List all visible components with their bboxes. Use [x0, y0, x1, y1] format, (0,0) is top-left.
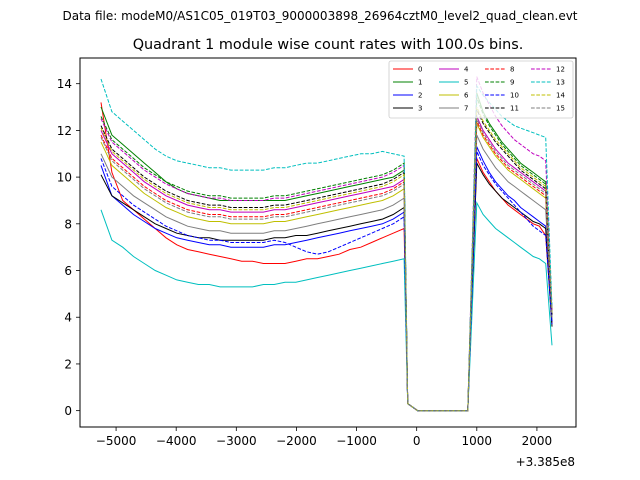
legend-label-2: 2 — [418, 92, 422, 100]
series-line-8 — [100, 120, 553, 412]
y-tick-label: 14 — [57, 77, 72, 91]
series-line-5 — [100, 200, 553, 412]
legend-label-15: 15 — [556, 105, 565, 113]
plot-lines — [100, 76, 553, 412]
series-line-6 — [100, 123, 553, 412]
legend-label-1: 1 — [418, 79, 422, 87]
legend-label-0: 0 — [418, 66, 422, 74]
series-line-13 — [100, 78, 553, 412]
legend-label-7: 7 — [464, 105, 468, 113]
x-tick-label: −3000 — [216, 434, 257, 448]
legend-label-12: 12 — [556, 66, 565, 74]
series-line-12 — [100, 76, 553, 412]
x-tick-label: −1000 — [336, 434, 377, 448]
x-axis: −5000 −4000 −3000 −2000 −1000 0 1000 2000 — [96, 427, 552, 448]
legend-frame — [388, 60, 574, 119]
y-tick-label: 0 — [64, 404, 72, 418]
x-tick-label: −5000 — [96, 434, 137, 448]
y-tick-label: 12 — [57, 124, 72, 138]
y-tick-label: 4 — [64, 311, 72, 325]
legend-label-5: 5 — [464, 79, 468, 87]
legend-label-3: 3 — [418, 105, 422, 113]
chart-title: Quadrant 1 module wise count rates with … — [133, 37, 524, 53]
series-line-9 — [100, 97, 553, 412]
legend-label-13: 13 — [556, 79, 565, 87]
y-tick-label: 6 — [64, 264, 72, 278]
y-tick-label: 8 — [64, 217, 72, 231]
x-tick-label: −4000 — [156, 434, 197, 448]
legend-label-4: 4 — [464, 66, 469, 74]
legend-label-8: 8 — [510, 66, 514, 74]
axes-frame — [79, 57, 577, 428]
series-line-15 — [100, 118, 553, 412]
series-line-7 — [100, 134, 553, 412]
x-tick-label: −2000 — [276, 434, 317, 448]
y-tick-label: 2 — [64, 357, 72, 371]
y-axis: 0 2 4 6 8 10 12 14 — [57, 77, 80, 418]
legend-label-6: 6 — [464, 92, 469, 100]
x-offset-label: +3.385e8 — [516, 455, 575, 469]
legend-label-14: 14 — [556, 92, 565, 100]
series-line-14 — [100, 106, 553, 412]
legend-label-11: 11 — [510, 105, 519, 113]
y-tick-label: 10 — [57, 171, 72, 185]
legend-label-10: 10 — [510, 92, 519, 100]
x-tick-label: 1000 — [462, 434, 493, 448]
legend-label-9: 9 — [510, 79, 514, 87]
series-line-4 — [100, 116, 553, 412]
series-line-3 — [100, 161, 553, 412]
x-tick-label: 0 — [413, 434, 421, 448]
data-file-label: Data file: modeM0/AS1C05_019T03_90000038… — [62, 9, 577, 23]
x-tick-label: 2000 — [522, 434, 553, 448]
series-line-11 — [100, 109, 553, 412]
series-line-2 — [100, 146, 553, 412]
